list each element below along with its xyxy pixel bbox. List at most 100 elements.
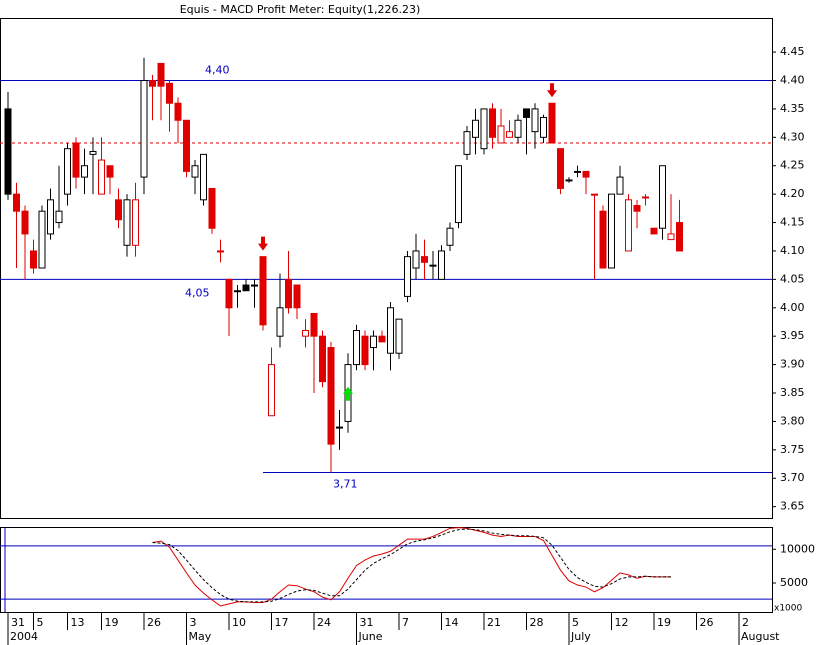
y-tick-label: 4.00 [780, 301, 805, 314]
y-tick-label: 4.35 [780, 102, 805, 115]
candle-body [387, 307, 394, 354]
pane-frame [0, 18, 773, 519]
candle-body [13, 193, 20, 212]
candle-body [64, 148, 71, 195]
y-tick-label: 4.10 [780, 244, 805, 257]
candle-body [557, 148, 564, 189]
candle-body [633, 205, 641, 212]
candle-body [336, 426, 343, 429]
candle-body [4, 108, 12, 195]
y-tick-label: 3.70 [780, 471, 805, 484]
candle-body [370, 335, 377, 349]
candle-body [293, 284, 301, 309]
buy-arrow [343, 386, 353, 401]
candle-body [514, 119, 522, 138]
y-tick-label: 4.15 [780, 216, 805, 229]
candle-body [166, 82, 173, 104]
candle-body [106, 165, 114, 178]
x-tick-label: 24 [317, 616, 331, 629]
candle-body [149, 80, 156, 87]
candle-body [548, 102, 556, 144]
candle-body [302, 330, 309, 337]
candle-body [446, 227, 454, 246]
candle-body [327, 347, 335, 445]
candle-body [480, 108, 488, 150]
month-label: July [570, 630, 591, 643]
month-label: May [189, 630, 212, 643]
candle-body [582, 170, 590, 178]
candle-body [472, 119, 479, 138]
y-tick-label: 3.90 [780, 358, 805, 371]
x-tick-label: 5 [572, 616, 579, 629]
month-label: August [741, 630, 780, 643]
level-label: 4,40 [205, 64, 230, 77]
candle-body [157, 62, 165, 87]
x-tick-label: 31 [11, 616, 25, 629]
unit-label: x1000 [774, 604, 803, 614]
x-tick-label: 21 [487, 616, 501, 629]
candle-body [174, 102, 182, 121]
x-tick-label: 26 [700, 616, 714, 629]
x-tick-label: 28 [530, 616, 544, 629]
candle-body [395, 318, 403, 354]
candle-body [276, 307, 284, 337]
y-tick-label: 3.85 [780, 386, 805, 399]
x-tick-label: 13 [71, 616, 85, 629]
candle-body [429, 264, 437, 267]
candle-body [242, 284, 250, 292]
candle-body [412, 250, 420, 269]
candle-body [319, 335, 326, 383]
y-tick-label: 4.20 [780, 187, 805, 200]
candle-body [659, 165, 666, 229]
candle-body [98, 159, 105, 195]
candle-body [30, 250, 37, 269]
candle-body [565, 179, 573, 182]
x-tick-label: 2 [742, 616, 749, 629]
candle-body [81, 165, 88, 178]
candle-body [55, 210, 63, 224]
y-tick-label: 4.30 [780, 130, 805, 143]
y-tick-label: 4.40 [780, 74, 805, 87]
month-label: 2004 [10, 630, 38, 643]
x-tick-label: 19 [657, 616, 671, 629]
x-tick-label: 3 [190, 616, 197, 629]
month-label: June [358, 630, 383, 643]
candle-body [489, 108, 496, 138]
candle-body [47, 199, 54, 235]
level-label: 4,05 [185, 286, 210, 299]
chart-title: Equis - MACD Profit Meter: Equity(1,226.… [180, 3, 421, 16]
candle-body [642, 196, 649, 199]
x-tick-label: 31 [360, 616, 374, 629]
y-tick-label: 4.45 [780, 45, 805, 58]
y-tick-label: 10000 [780, 542, 815, 555]
candle-body [132, 199, 139, 246]
x-tick-label: 17 [275, 616, 289, 629]
x-tick-label: 7 [402, 616, 409, 629]
candle-body [310, 312, 318, 337]
candle-body [506, 131, 513, 138]
candle-body [497, 125, 505, 144]
candle-body [667, 233, 675, 241]
y-tick-label: 3.75 [780, 443, 805, 456]
candle-body [616, 176, 624, 195]
sell-arrow [258, 236, 268, 251]
candle-body [438, 250, 445, 280]
y-tick-label: 4.25 [780, 159, 805, 172]
candle-body [191, 165, 199, 178]
y-tick-label: 4.05 [780, 272, 805, 285]
candle-body [574, 170, 581, 173]
candle-body [421, 256, 428, 263]
candle-body [599, 210, 607, 269]
candle-body [378, 335, 386, 343]
candle-body [251, 284, 258, 287]
candle-body [404, 256, 411, 297]
candle-body [140, 80, 148, 178]
x-tick-label: 10 [232, 616, 246, 629]
candle-body [21, 210, 29, 235]
candle-body [123, 199, 131, 246]
candle-body [591, 193, 598, 196]
candle-body [523, 108, 530, 118]
candle-body [608, 193, 615, 269]
